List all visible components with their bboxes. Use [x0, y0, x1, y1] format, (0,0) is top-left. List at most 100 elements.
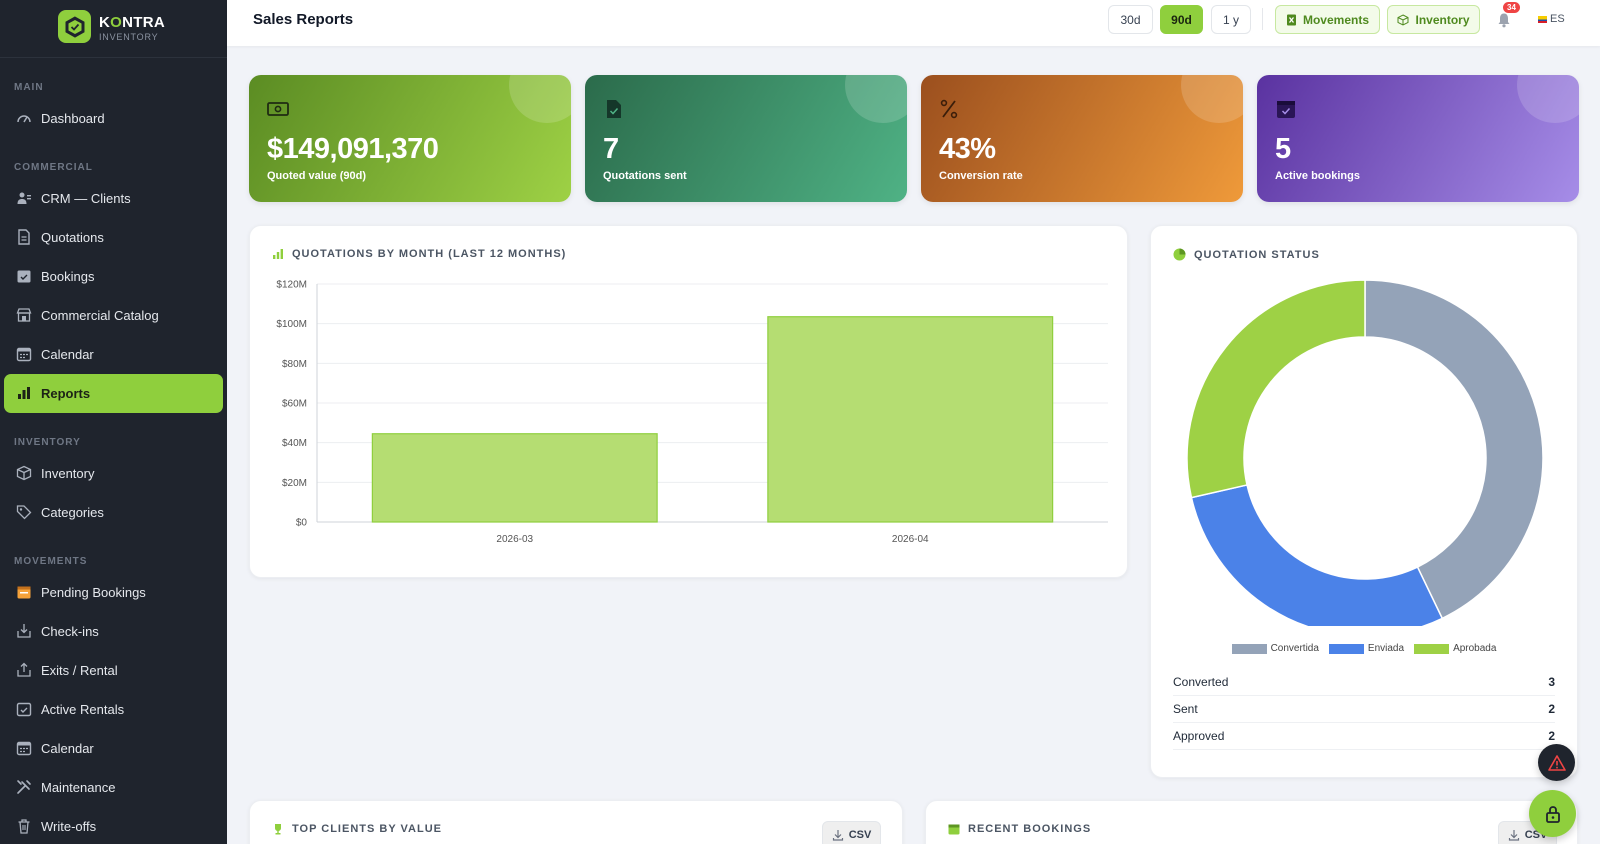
brand-logo-icon	[58, 10, 91, 43]
kpi-quoted-label: Quoted value (90d)	[267, 170, 367, 182]
sidebar-item-active-rentals[interactable]: Active Rentals	[4, 690, 223, 729]
card-decoration	[1181, 75, 1243, 123]
period-30d-button[interactable]: 30d	[1108, 5, 1153, 34]
language-selector[interactable]: ES	[1538, 13, 1565, 25]
box-out-icon	[17, 662, 31, 677]
legend-item-convertida[interactable]: Convertida	[1231, 643, 1319, 654]
sidebar-item-check-ins[interactable]: Check-ins	[4, 612, 223, 651]
sidebar-item-inventory[interactable]: Inventory	[4, 454, 223, 493]
inbox-in-icon	[17, 624, 31, 638]
lock-button[interactable]	[1529, 790, 1576, 837]
sidebar-item-categories[interactable]: Categories	[4, 493, 223, 532]
status-summary-value: 3	[1548, 675, 1555, 689]
top-clients-title: TOP CLIENTS BY VALUE	[272, 823, 442, 835]
legend-label: Enviada	[1367, 643, 1405, 654]
calendar-check-icon	[1277, 101, 1295, 118]
sidebar-item-exits-rental[interactable]: Exits / Rental	[4, 651, 223, 690]
inventory-label: Inventory	[1415, 12, 1470, 27]
sidebar-item-write-offs[interactable]: Write-offs	[4, 807, 223, 844]
sidebar-item-dashboard[interactable]: Dashboard	[4, 99, 223, 138]
recent-bookings-title: RECENT BOOKINGS	[948, 823, 1091, 835]
sidebar-item-label: Active Rentals	[41, 702, 125, 717]
sidebar-item-reports[interactable]: Reports	[4, 374, 223, 413]
slice-aprobada[interactable]	[1186, 279, 1366, 499]
nav-section-main: MAIN	[14, 82, 44, 93]
lock-icon	[1545, 805, 1560, 823]
sidebar-item-label: Maintenance	[41, 780, 116, 795]
gauge-icon	[17, 115, 31, 123]
sidebar-item-quotations[interactable]: Quotations	[4, 218, 223, 257]
bell-icon[interactable]	[1496, 12, 1512, 28]
flag-icon	[1538, 15, 1547, 23]
calendar-active-icon	[16, 702, 32, 717]
sidebar-item-label: Dashboard	[41, 111, 105, 126]
sidebar-nav: MAIN Dashboard COMMERCIAL CRM — Clients Quot…	[0, 82, 227, 844]
bar-chart-title: QUOTATIONS BY MONTH (LAST 12 MONTHS)	[272, 248, 566, 260]
inventory-export-button[interactable]: Inventory	[1387, 5, 1480, 34]
kpi-active-bookings-card: 5 Active bookings	[1257, 75, 1579, 202]
download-icon	[832, 830, 843, 841]
warning-icon	[1547, 754, 1566, 771]
calendar-icon	[948, 824, 960, 835]
legend-item-enviada[interactable]: Enviada	[1328, 643, 1405, 654]
calendar-icon	[16, 741, 32, 756]
percent-icon	[940, 99, 958, 119]
sidebar-item-label: Quotations	[41, 230, 104, 245]
sidebar-item-crm-clients[interactable]: CRM — Clients	[4, 179, 223, 218]
sidebar-item-calendar[interactable]: Calendar	[4, 729, 223, 768]
sidebar-item-label: Categories	[41, 505, 104, 520]
period-1y-button[interactable]: 1 y	[1211, 5, 1251, 34]
slice-enviada[interactable]	[1190, 484, 1444, 626]
trash-icon	[18, 819, 30, 834]
tags-icon	[16, 505, 32, 520]
kpi-conversion-value: 43%	[939, 133, 996, 165]
legend-label: Aprobada	[1453, 643, 1497, 654]
legend-item-aprobada[interactable]: Aprobada	[1414, 643, 1496, 654]
file-icon	[18, 229, 30, 245]
sidebar-item-bookings[interactable]: Bookings	[4, 257, 223, 296]
legend-swatch	[1328, 643, 1364, 654]
bar-2026-03[interactable]	[371, 433, 658, 523]
status-summary-label: Sent	[1173, 702, 1198, 716]
y-tick-label: $80M	[282, 359, 307, 370]
nav-section-movements: MOVEMENTS	[14, 556, 88, 567]
sidebar-item-calendar[interactable]: Calendar	[4, 335, 223, 374]
sidebar-item-label: Inventory	[41, 466, 95, 481]
card-decoration	[509, 75, 571, 123]
sidebar: KONTRA INVENTORY MAIN Dashboard COMMERCIAL…	[0, 0, 227, 844]
page-title: Sales Reports	[253, 11, 354, 28]
status-summary-value: 2	[1548, 702, 1555, 716]
calendar-check-icon	[17, 270, 31, 283]
status-legend: Convertida Enviada Aprobada	[1151, 643, 1577, 654]
status-chart-title: QUOTATION STATUS	[1173, 248, 1320, 261]
card-decoration	[845, 75, 907, 123]
sidebar-item-label: Calendar	[41, 741, 94, 756]
quotation-status-panel: QUOTATION STATUS Convertida Enviada Aproba…	[1150, 225, 1578, 778]
movements-export-button[interactable]: Movements	[1275, 5, 1380, 34]
slice-convertida[interactable]	[1364, 279, 1544, 620]
file-check-icon	[607, 100, 621, 118]
download-icon	[1508, 830, 1519, 841]
kpi-conversion-rate-card: 43% Conversion rate	[921, 75, 1243, 202]
kpi-quoted-value-card: $149,091,370 Quoted value (90d)	[249, 75, 571, 202]
y-tick-label: $40M	[282, 438, 307, 449]
top-clients-csv-button[interactable]: CSV	[822, 821, 881, 844]
y-tick-label: $60M	[282, 399, 307, 410]
sidebar-item-label: Write-offs	[41, 819, 97, 834]
status-summary-row: Approved 2	[1173, 723, 1555, 750]
report-issue-button[interactable]	[1538, 744, 1575, 781]
status-summary-row: Sent 2	[1173, 696, 1555, 723]
bar-2026-04[interactable]	[767, 316, 1054, 523]
status-summary-row: Converted 3	[1173, 669, 1555, 696]
y-tick-label: $20M	[282, 478, 307, 489]
sidebar-item-pending-bookings[interactable]: Pending Bookings	[4, 573, 223, 612]
brand[interactable]: KONTRA INVENTORY	[0, 0, 227, 58]
x-tick-label: 2026-03	[496, 534, 533, 545]
sidebar-item-maintenance[interactable]: Maintenance	[4, 768, 223, 807]
period-90d-button[interactable]: 90d	[1160, 5, 1203, 34]
legend-swatch	[1231, 643, 1267, 654]
status-summary-label: Converted	[1173, 675, 1229, 689]
sidebar-item-commercial-catalog[interactable]: Commercial Catalog	[4, 296, 223, 335]
sidebar-item-label: Reports	[41, 386, 91, 401]
bar-chart-icon	[273, 249, 283, 259]
